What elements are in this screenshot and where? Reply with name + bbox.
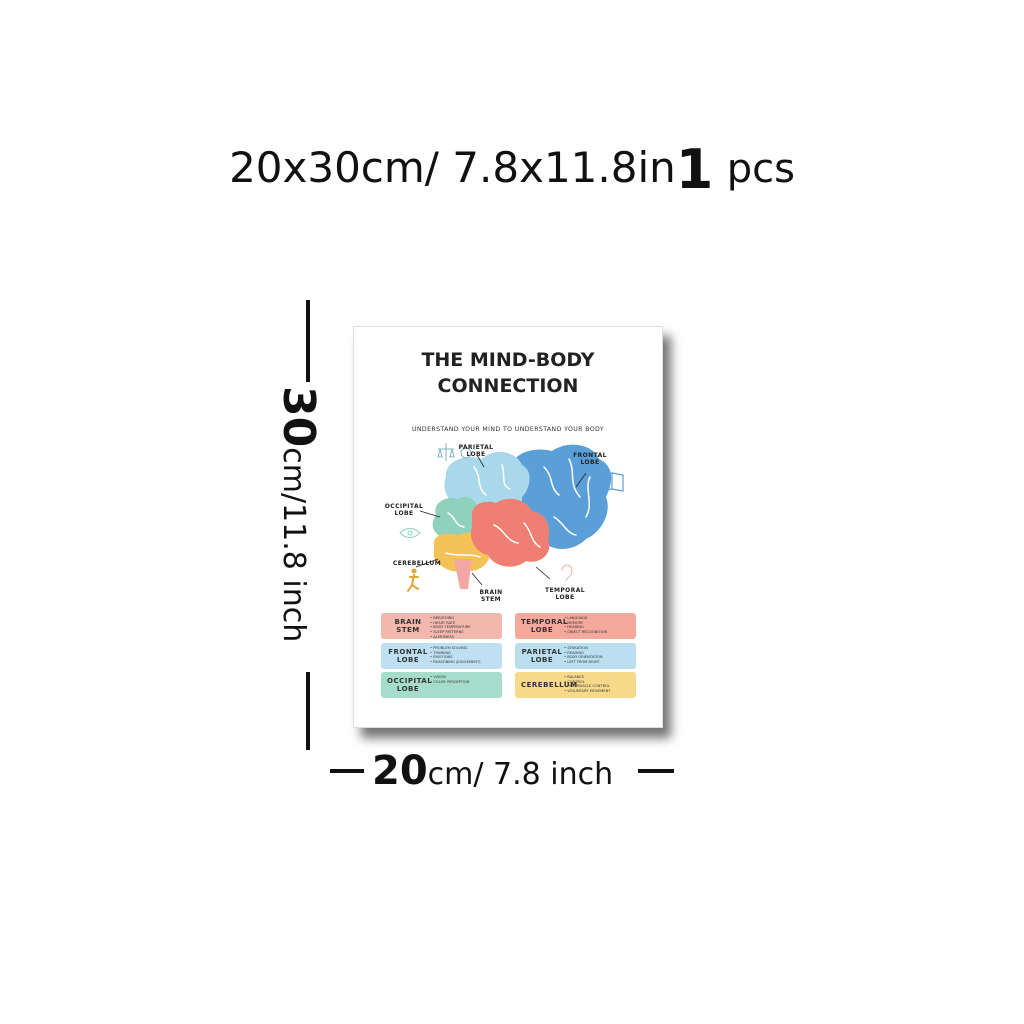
label-brain-stem: BRAIN STEM xyxy=(479,589,503,603)
info-card: TEMPORAL LOBELANGUAGEMEMORYHEARINGOBJECT… xyxy=(515,613,636,639)
label-cerebellum: CEREBELLUM xyxy=(392,560,442,567)
info-card-item: LEFT FROM RIGHT xyxy=(564,660,632,665)
info-card-title: CEREBELLUM xyxy=(521,681,578,689)
label-arrows xyxy=(415,454,587,586)
info-card-list: BREATHINGHEART RATEBODY TEMPERATURESLEEP… xyxy=(430,616,498,640)
book-icon xyxy=(600,472,624,492)
info-card-title: TEMPORAL LOBE xyxy=(521,618,568,634)
quantity-unit: pcs xyxy=(726,146,795,192)
info-card-item: VOLUNTARY MOVEMENT xyxy=(564,689,632,694)
poster: THE MIND-BODY CONNECTION UNDERSTAND YOUR… xyxy=(353,326,663,728)
brain-stem-shape xyxy=(454,559,472,589)
info-card-item: READING xyxy=(564,651,632,656)
size-text: 20x30cm/ 7.8x11.8in xyxy=(229,143,676,192)
info-card-item: PROBLEM SOLVING xyxy=(430,646,498,651)
info-card-title: FRONTAL LOBE xyxy=(388,648,428,664)
info-card-list: BALANCECONTROLFINE MUSCLE CONTROLVOLUNTA… xyxy=(564,675,632,694)
head-icon xyxy=(460,447,472,459)
label-parietal-lobe: PARIETAL LOBE xyxy=(458,444,494,458)
info-card-item: FINE MUSCLE CONTROL xyxy=(564,684,632,689)
quantity-number: 1 xyxy=(675,138,714,201)
width-unit: cm/ 7.8 inch xyxy=(427,757,614,792)
info-card-item: EMOTIONS xyxy=(430,655,498,660)
occipital-lobe-shape xyxy=(432,496,481,542)
height-line-bottom xyxy=(306,672,310,750)
scale-icon xyxy=(437,443,455,461)
info-card-item: HEART RATE xyxy=(430,621,498,626)
size-headline: 20x30cm/ 7.8x11.8in1 pcs xyxy=(0,138,1024,201)
width-line-right xyxy=(638,769,674,773)
info-card-item: CONTROL xyxy=(564,680,632,685)
brain-illustration xyxy=(399,443,624,592)
info-card-list: LANGUAGEMEMORYHEARINGOBJECT RECOGNITION xyxy=(564,616,632,635)
info-card: CEREBELLUMBALANCECONTROLFINE MUSCLE CONT… xyxy=(515,672,636,698)
height-number: 30 xyxy=(273,386,324,448)
info-card-item: BODY ORIENTATION xyxy=(564,655,632,660)
width-dimension-label: 20cm/ 7.8 inch xyxy=(372,748,613,794)
info-card-item: HEARING xyxy=(564,625,632,630)
info-card-item: BALANCE xyxy=(564,675,632,680)
label-frontal-lobe: FRONTAL LOBE xyxy=(573,452,607,466)
poster-title-line-2: CONNECTION xyxy=(437,375,579,397)
label-temporal-lobe: TEMPORAL LOBE xyxy=(545,587,585,601)
width-number: 20 xyxy=(372,748,428,794)
info-card-list: PROBLEM SOLVINGTHINKINGEMOTIONSREASONING… xyxy=(430,646,498,665)
brain-folds xyxy=(445,458,591,558)
info-card-item: ALERTNESS xyxy=(430,635,498,640)
info-card-title: PARIETAL LOBE xyxy=(521,648,563,664)
info-card-title: BRAIN STEM xyxy=(394,618,422,634)
ear-icon xyxy=(561,564,573,582)
info-card-item: MEMORY xyxy=(564,621,632,626)
running-person-icon xyxy=(407,568,419,592)
poster-subtitle: UNDERSTAND YOUR MIND TO UNDERSTAND YOUR … xyxy=(411,426,605,433)
info-card-item: THINKING xyxy=(430,651,498,656)
eye-icon xyxy=(399,528,421,538)
info-card-item: VISION xyxy=(430,675,498,680)
info-card-item: SENSATION xyxy=(564,646,632,651)
info-card: FRONTAL LOBEPROBLEM SOLVINGTHINKINGEMOTI… xyxy=(381,643,502,669)
info-card-item: OBJECT RECOGNITION xyxy=(564,630,632,635)
info-card-title: OCCIPITAL LOBE xyxy=(387,677,433,693)
height-unit: cm/11.8 inch xyxy=(276,447,311,643)
info-card-list: SENSATIONREADINGBODY ORIENTATIONLEFT FRO… xyxy=(564,646,632,665)
info-card-item: COLOR PERCEPTION xyxy=(430,680,498,685)
info-card-list: VISIONCOLOR PERCEPTION xyxy=(430,675,498,684)
info-card-item: SLEEP PATTERNS xyxy=(430,630,498,635)
info-card: PARIETAL LOBESENSATIONREADINGBODY ORIENT… xyxy=(515,643,636,669)
height-dimension-label: 30cm/11.8 inch xyxy=(273,386,324,642)
label-occipital-lobe: OCCIPITAL LOBE xyxy=(384,503,424,517)
info-card-item: BODY TEMPERATURE xyxy=(430,625,498,630)
poster-title-line-1: THE MIND-BODY xyxy=(421,349,595,371)
width-line-left xyxy=(330,769,364,773)
height-line-top xyxy=(306,300,310,382)
info-card-item: REASONING (JUDGEMENT) xyxy=(430,660,498,665)
info-card-item: LANGUAGE xyxy=(564,616,632,621)
temporal-lobe-shape xyxy=(470,498,550,567)
info-card: BRAIN STEM BREATHINGHEART RATEBODY TEMPER… xyxy=(381,613,502,639)
info-card: OCCIPITAL LOBEVISIONCOLOR PERCEPTION xyxy=(381,672,502,698)
info-card-item: BREATHING xyxy=(430,616,498,621)
